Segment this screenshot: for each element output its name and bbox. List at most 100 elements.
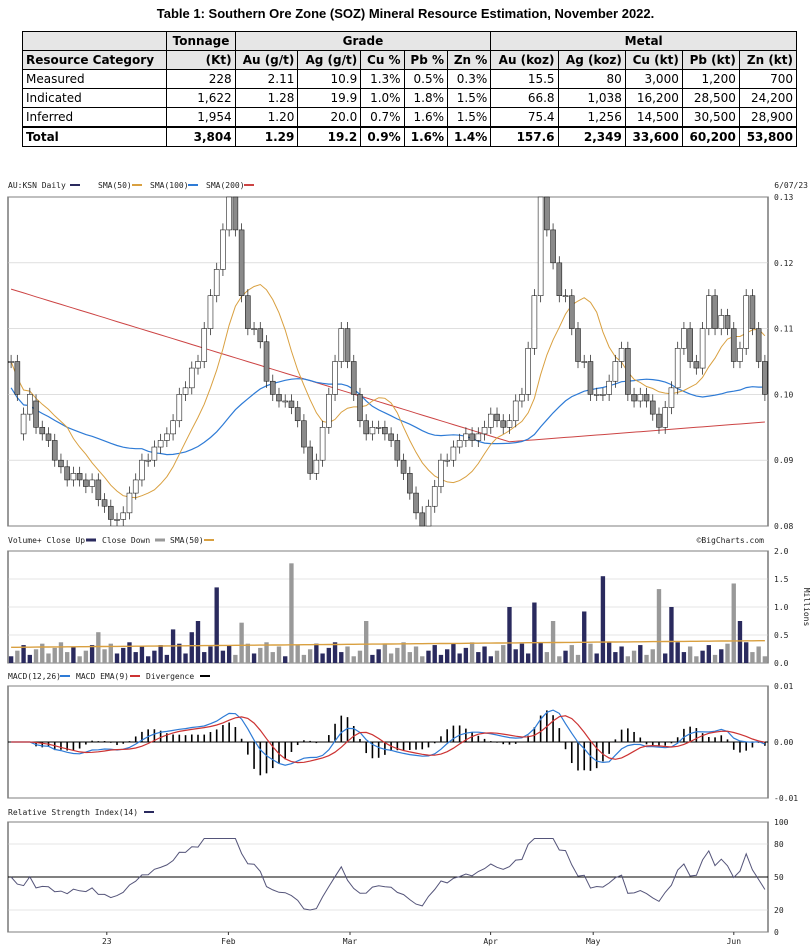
column-header: Zn (kt): [738, 50, 798, 70]
macd-line: [11, 709, 766, 766]
volume-bar: [21, 645, 26, 663]
x-tick-label: Jun: [727, 937, 742, 946]
volume-bar: [89, 645, 95, 663]
price-candle: [369, 427, 376, 435]
price-candle: [487, 413, 494, 428]
volume-bar: [700, 650, 705, 663]
price-candle: [245, 295, 251, 329]
price-candle: [687, 328, 693, 362]
price-candle: [195, 361, 201, 369]
price-candle: [307, 446, 313, 474]
price-candle: [537, 196, 544, 296]
volume-bar: [513, 649, 518, 663]
volume-bar: [582, 611, 587, 663]
price-candle: [469, 433, 475, 441]
price-candle: [525, 348, 531, 395]
volume-bar: [214, 587, 219, 663]
volume-bar: [133, 652, 138, 663]
price-tick-label: 0.13: [774, 193, 793, 202]
table-cell: 1.20: [234, 107, 299, 128]
price-candle: [425, 505, 432, 527]
column-header: (Kt): [166, 50, 236, 70]
volume-bar: [364, 621, 369, 663]
price-candle: [562, 295, 569, 297]
price-candle: [544, 196, 550, 231]
table-cell: 1.5%: [447, 107, 492, 128]
volume-bar: [401, 642, 406, 663]
price-candle: [662, 407, 669, 428]
table-cell: 1,038: [557, 88, 626, 108]
price-candle: [101, 499, 108, 507]
volume-bar: [669, 607, 674, 663]
volume-bar: [712, 654, 718, 663]
row-category: Indicated: [21, 88, 168, 108]
price-candle: [693, 361, 700, 369]
table-cell: 80: [557, 69, 626, 89]
price-candle: [332, 361, 338, 395]
table-cell: 3,000: [624, 69, 683, 89]
price-candle: [157, 440, 164, 448]
table-cell: 0.7%: [360, 107, 405, 128]
table-cell: 66.8: [490, 88, 559, 108]
price-candle: [182, 387, 189, 395]
volume-bar: [762, 656, 768, 663]
volume-bar: [382, 643, 388, 663]
column-header: Ag (g/t): [297, 50, 362, 70]
volume-bar: [507, 607, 512, 663]
price-candle: [737, 348, 743, 362]
rsi-tick-label: 0: [774, 928, 779, 937]
volume-bar: [326, 647, 331, 663]
volume-bar: [289, 563, 294, 663]
price-candle: [724, 315, 731, 329]
volume-bar: [301, 654, 307, 663]
price-candle: [394, 440, 401, 461]
price-candle: [382, 427, 388, 435]
volume-bar: [114, 653, 120, 663]
price-candle: [251, 328, 257, 330]
volume-bar: [177, 643, 182, 663]
price-candle: [301, 420, 307, 448]
volume-bar: [52, 647, 57, 663]
volume-bar: [706, 645, 711, 663]
volume-bar: [264, 642, 269, 663]
price-candle: [625, 348, 631, 395]
price-candle: [288, 400, 295, 408]
volume-bar: [121, 647, 126, 663]
price-candle: [83, 479, 89, 487]
volume-bar: [463, 647, 469, 663]
volume-legend-sma: SMA(50): [170, 536, 204, 545]
row-category: Total: [21, 126, 168, 147]
table-cell: 20.0: [297, 107, 362, 128]
price-tick-label: 0.12: [774, 259, 793, 268]
price-candle: [8, 361, 14, 363]
table-cell: 33,600: [624, 126, 683, 147]
volume-bar: [33, 649, 39, 663]
price-candle: [375, 427, 382, 429]
volume-bar: [488, 656, 493, 663]
price-candle: [319, 427, 326, 461]
table-cell: 1,256: [557, 107, 626, 128]
volume-bar: [245, 643, 251, 663]
price-candle: [699, 328, 706, 369]
price-candle: [730, 328, 737, 362]
volume-bar: [139, 646, 145, 663]
volume-bar: [83, 650, 89, 663]
price-candle: [600, 394, 606, 396]
price-candle: [643, 394, 650, 402]
price-candle: [213, 269, 220, 296]
sma50-line: [10, 283, 766, 499]
volume-bar: [27, 654, 32, 663]
price-candle: [350, 361, 357, 395]
table-cell: 0.9%: [360, 126, 405, 147]
volume-bar: [613, 652, 618, 663]
price-legend-sma200: SMA(200): [206, 181, 245, 190]
volume-bar: [189, 632, 194, 663]
row-category: Measured: [21, 69, 168, 89]
price-candle: [176, 394, 183, 422]
price-tick-label: 0.11: [774, 325, 793, 334]
table-group-header-row: Tonnage Grade Metal: [21, 31, 797, 51]
price-legend-series: AU:KSN Daily: [8, 181, 66, 190]
table-cell: 700: [738, 69, 798, 89]
volume-bar: [675, 642, 680, 663]
volume-bar: [183, 653, 188, 663]
